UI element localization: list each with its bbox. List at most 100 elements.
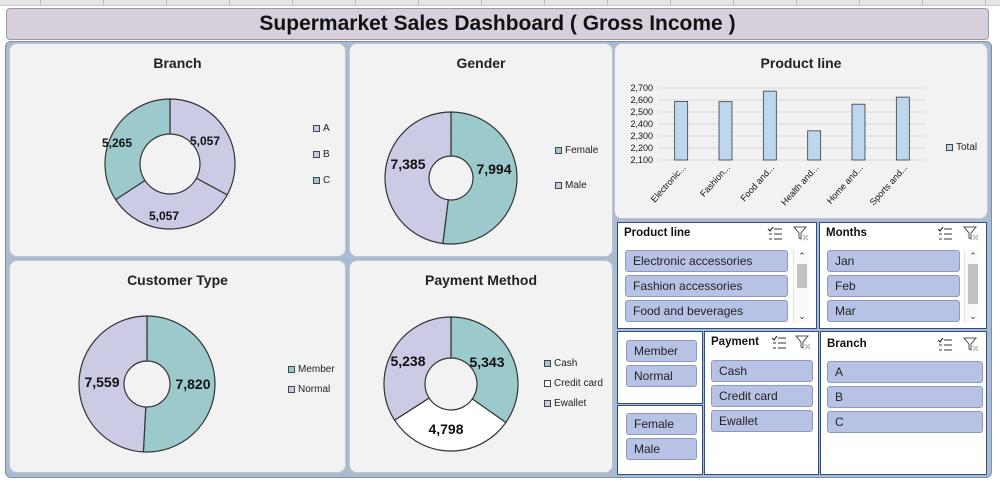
- scroll-down-arrow[interactable]: ⌄: [969, 311, 977, 321]
- slicer-item-cash[interactable]: Cash: [711, 360, 813, 382]
- slicer-item-credit-card[interactable]: Credit card: [711, 385, 813, 407]
- multi-select-icon[interactable]: [767, 226, 783, 241]
- slicer-item-electronic-accessories[interactable]: Electronic accessories: [625, 250, 788, 272]
- branch-chart-title: Branch: [153, 55, 202, 71]
- gender-donut: [384, 111, 518, 245]
- payment-method-donut: [383, 316, 519, 452]
- slicer-item-a[interactable]: A: [827, 361, 983, 383]
- payment-label-credit-card: 4,798: [428, 421, 463, 437]
- branch-slicer[interactable]: Branch A B C: [820, 331, 987, 475]
- branch-legend: A B C: [313, 115, 330, 193]
- months-slicer-title: Months: [826, 227, 867, 239]
- clear-filter-icon[interactable]: [963, 337, 980, 352]
- gender-chart-title: Gender: [456, 55, 506, 71]
- payment-label-cash: 5,343: [469, 354, 504, 370]
- legend-item-c: C: [313, 167, 330, 193]
- scroll-thumb[interactable]: [968, 264, 978, 304]
- slicer-item-jan[interactable]: Jan: [827, 250, 960, 272]
- x-tick: Food and...: [738, 163, 776, 204]
- legend-item-member: Member: [288, 359, 335, 379]
- payment-label-ewallet: 5,238: [390, 353, 425, 369]
- slice-female: [442, 111, 518, 245]
- slicer-item-fashion-accessories[interactable]: Fashion accessories: [625, 275, 788, 297]
- product-line-chart-panel[interactable]: Product line 2,700 2,600 2,500 2,400 2,3…: [614, 43, 988, 219]
- legend-item-female: Female: [555, 133, 598, 168]
- clear-filter-icon[interactable]: [963, 226, 980, 241]
- slicer-item-food-and-beverages[interactable]: Food and beverages: [625, 300, 788, 322]
- bar-6: [895, 96, 910, 161]
- months-slicer[interactable]: Months Jan Feb Mar ⌃ ⌄: [819, 222, 987, 329]
- scroll-up-arrow[interactable]: ⌃: [969, 251, 977, 261]
- multi-select-icon[interactable]: [937, 226, 953, 241]
- legend-item-male: Male: [555, 168, 598, 203]
- gender-donut-chart: 7,994 7,385: [384, 111, 518, 245]
- bar-1: [674, 101, 689, 161]
- y-tick: 2,700: [630, 83, 653, 93]
- product-line-chart-title: Product line: [760, 55, 842, 71]
- branch-slicer-title: Branch: [827, 338, 867, 350]
- x-tick: Health and...: [779, 163, 821, 208]
- slice-a: [169, 98, 236, 196]
- clear-filter-icon[interactable]: [795, 335, 812, 350]
- dashboard-title: Supermarket Sales Dashboard ( Gross Inco…: [6, 8, 989, 40]
- slice-ewallet: [383, 316, 452, 421]
- bar-5: [851, 103, 866, 161]
- slice-cash: [450, 316, 519, 424]
- branch-donut-chart: 5,057 5,057 5,265: [102, 98, 236, 230]
- gender-chart-panel[interactable]: Gender 7,994 7,385 Female Male: [349, 43, 613, 257]
- product-line-slicer-title: Product line: [624, 227, 691, 239]
- x-axis-categories: Electronic... Fashion... Food and... Hea…: [649, 163, 910, 208]
- legend-item-cash: Cash: [544, 353, 603, 373]
- slicer-item-normal[interactable]: Normal: [626, 365, 697, 387]
- payment-method-chart-title: Payment Method: [424, 272, 537, 288]
- legend-item-ewallet: Ewallet: [544, 393, 603, 413]
- branch-chart-panel[interactable]: Branch 5,057 5,057 5,265 A B C: [9, 43, 346, 257]
- slicer-item-member[interactable]: Member: [626, 340, 697, 362]
- branch-donut: [104, 98, 236, 230]
- gender-label-male: 7,385: [390, 156, 425, 172]
- slicer-item-b[interactable]: B: [827, 386, 983, 408]
- payment-method-chart-panel[interactable]: Payment Method 5,343 4,798 5,238 Cash Cr…: [349, 260, 613, 473]
- customer-type-slicer[interactable]: Member Normal: [617, 331, 703, 404]
- customer-type-donut: [78, 315, 216, 453]
- scroll-up-arrow[interactable]: ⌃: [798, 251, 806, 261]
- legend-item-total: Total: [946, 134, 977, 160]
- slicer-item-female[interactable]: Female: [626, 413, 697, 435]
- slice-member: [142, 315, 216, 453]
- slice-c: [104, 98, 171, 201]
- x-tick: Sports and...: [868, 163, 910, 208]
- legend-item-a: A: [313, 115, 330, 141]
- slicer-item-mar[interactable]: Mar: [827, 300, 960, 322]
- customer-type-chart-title: Customer Type: [127, 272, 228, 288]
- customer-type-label-normal: 7,559: [84, 374, 119, 390]
- slicer-item-male[interactable]: Male: [626, 438, 697, 460]
- payment-slicer-title: Payment: [711, 336, 759, 348]
- multi-select-icon[interactable]: [771, 335, 787, 350]
- legend-item-b: B: [313, 141, 330, 167]
- payment-method-donut-chart: 5,343 4,798 5,238: [383, 316, 519, 452]
- slice-normal: [78, 315, 148, 453]
- slicer-item-c[interactable]: C: [827, 411, 983, 433]
- clear-filter-icon[interactable]: [793, 226, 810, 241]
- scroll-thumb[interactable]: [797, 264, 807, 288]
- product-line-slicer-scrollbar[interactable]: ⌃ ⌄: [793, 250, 809, 323]
- customer-type-chart-panel[interactable]: Customer Type 7,820 7,559 Member Normal: [9, 260, 346, 473]
- scroll-down-arrow[interactable]: ⌄: [798, 311, 806, 321]
- multi-select-icon[interactable]: [937, 337, 953, 352]
- bar-4: [807, 130, 822, 161]
- slicer-item-ewallet[interactable]: Ewallet: [711, 410, 813, 432]
- customer-type-label-member: 7,820: [175, 376, 210, 392]
- slicer-item-feb[interactable]: Feb: [827, 275, 960, 297]
- y-tick: 2,200: [630, 143, 653, 153]
- y-tick: 2,600: [630, 95, 653, 105]
- months-slicer-scrollbar[interactable]: ⌃ ⌄: [964, 250, 980, 323]
- product-line-slicer[interactable]: Product line Electronic accessories Fash…: [617, 222, 817, 329]
- legend-item-normal: Normal: [288, 379, 335, 399]
- payment-slicer[interactable]: Payment Cash Credit card Ewallet: [704, 331, 819, 475]
- x-tick: Fashion...: [698, 163, 732, 199]
- gender-slicer[interactable]: Female Male: [617, 405, 703, 475]
- y-tick: 2,300: [630, 131, 653, 141]
- chart-bars: [674, 90, 910, 161]
- slice-male: [384, 111, 452, 245]
- gender-label-female: 7,994: [476, 161, 511, 177]
